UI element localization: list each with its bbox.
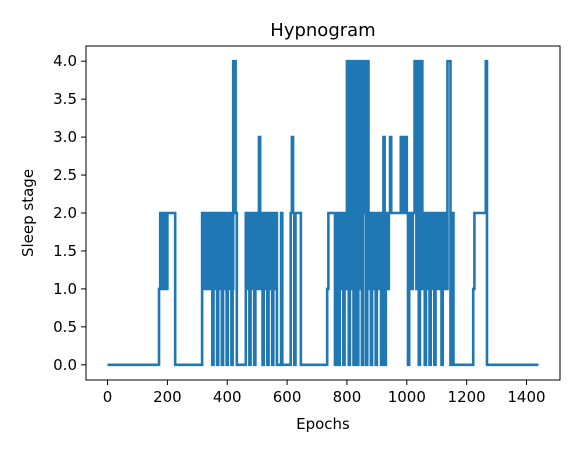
series-line-0 <box>107 59 539 367</box>
x-axis-label: Epochs <box>296 415 350 433</box>
x-tick-label: 400 <box>213 388 242 406</box>
x-tick-label: 200 <box>153 388 182 406</box>
y-tick-label: 2.0 <box>53 204 77 222</box>
y-tick-label: 1.5 <box>53 242 77 260</box>
y-tick-label: 0.0 <box>53 356 77 374</box>
series-layer <box>107 59 539 367</box>
x-tick-label: 600 <box>273 388 302 406</box>
y-tick-label: 3.0 <box>53 128 77 146</box>
x-tick-label: 1400 <box>507 388 545 406</box>
y-tick-label: 1.0 <box>53 280 77 298</box>
y-axis-label: Sleep stage <box>19 169 37 257</box>
x-axis: 0 200 400 600 800 1000 1200 1400 <box>103 380 546 406</box>
x-tick-label: 1200 <box>448 388 486 406</box>
y-axis: 0.0 0.5 1.0 1.5 2.0 2.5 3.0 3.5 4.0 <box>53 52 86 374</box>
chart-title: Hypnogram <box>270 20 375 41</box>
x-tick-label: 800 <box>333 388 362 406</box>
y-tick-label: 0.5 <box>53 318 77 336</box>
x-tick-label: 1000 <box>388 388 426 406</box>
y-tick-label: 2.5 <box>53 166 77 184</box>
x-tick-label: 0 <box>103 388 113 406</box>
y-tick-label: 4.0 <box>53 52 77 70</box>
y-tick-label: 3.5 <box>53 90 77 108</box>
